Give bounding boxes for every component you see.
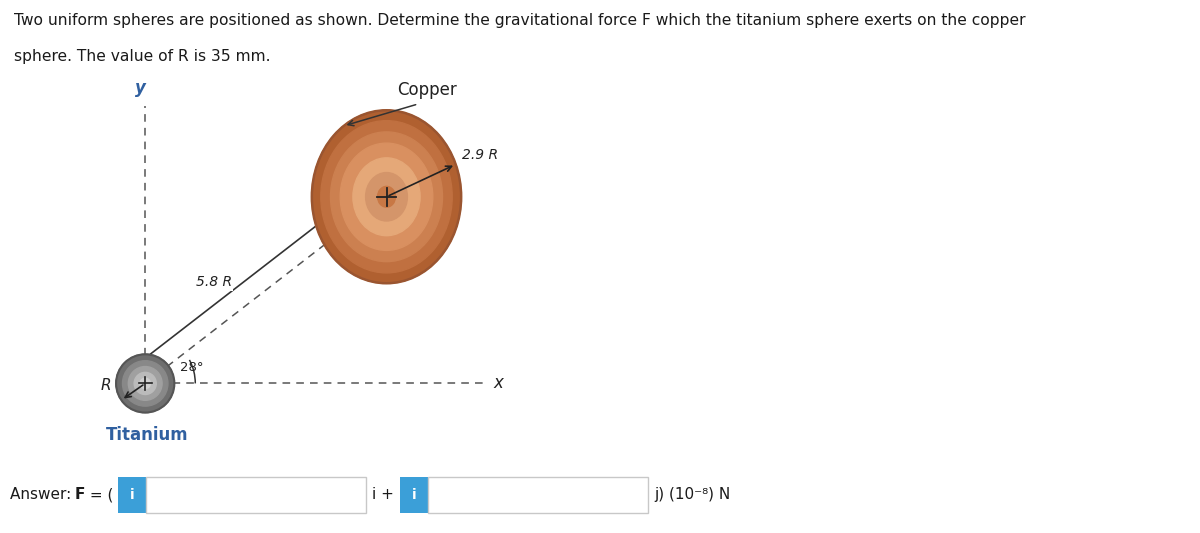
Ellipse shape [320,120,452,273]
Circle shape [134,373,156,394]
Circle shape [116,354,174,413]
Ellipse shape [330,132,443,262]
Text: Titanium: Titanium [106,426,188,444]
Ellipse shape [312,110,461,283]
Circle shape [122,361,168,406]
Ellipse shape [366,173,408,221]
Text: Two uniform spheres are positioned as shown. Determine the gravitational force F: Two uniform spheres are positioned as sh… [14,13,1026,28]
Text: R: R [101,378,112,393]
Text: = (: = ( [85,487,119,503]
Text: 28°: 28° [180,361,204,374]
Text: 2.9 R: 2.9 R [462,148,498,161]
Text: Answer:: Answer: [10,487,76,503]
Text: F: F [74,487,85,503]
FancyBboxPatch shape [118,477,146,513]
Text: i +: i + [372,487,394,503]
Text: 5.8 R: 5.8 R [196,276,232,289]
Ellipse shape [378,187,396,207]
Ellipse shape [341,143,433,251]
FancyBboxPatch shape [428,477,648,513]
FancyBboxPatch shape [400,477,428,513]
Text: y: y [136,78,146,96]
Circle shape [140,378,150,389]
Text: j) (10⁻⁸) N: j) (10⁻⁸) N [654,487,731,503]
Text: Copper: Copper [397,82,457,99]
FancyBboxPatch shape [146,477,366,513]
Text: i: i [130,488,134,502]
Text: x: x [493,374,503,392]
Text: sphere. The value of R is 35 mm.: sphere. The value of R is 35 mm. [14,49,271,64]
Ellipse shape [353,158,420,236]
Circle shape [128,367,162,400]
Text: i: i [412,488,416,502]
